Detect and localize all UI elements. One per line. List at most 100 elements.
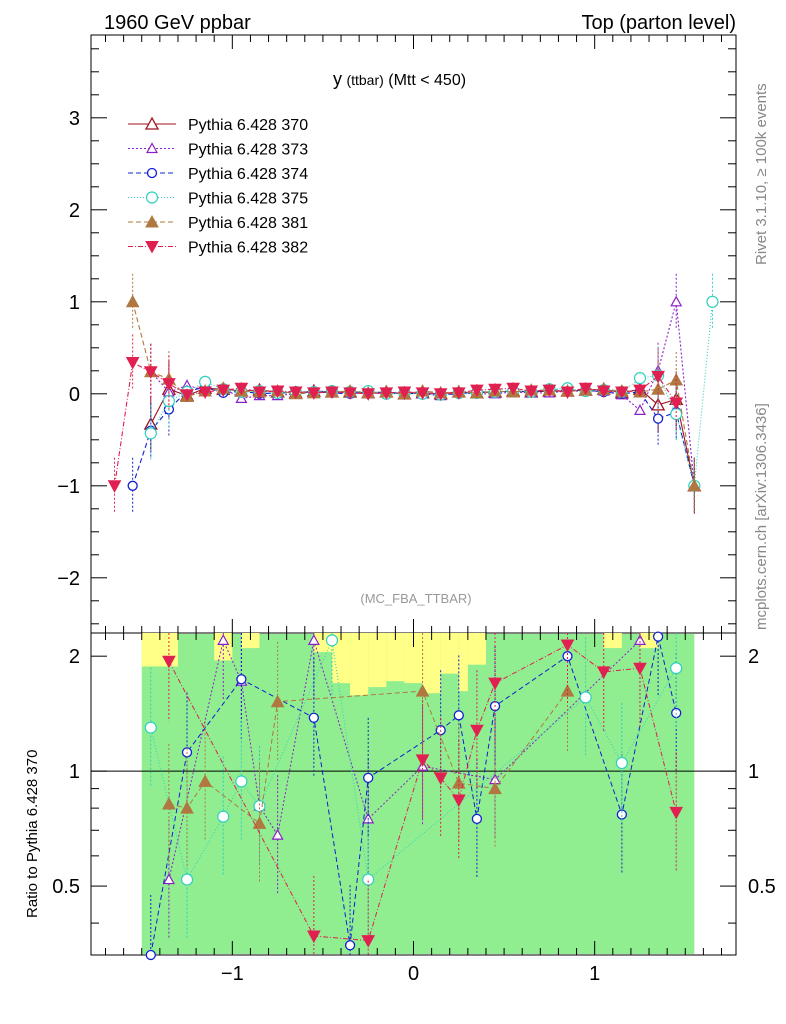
ratio-point [670, 662, 683, 675]
data-point [415, 387, 430, 400]
ratio-ytick-label-left: 0.5 [52, 876, 80, 898]
ratio-point [162, 797, 176, 810]
series-line [150, 387, 695, 486]
ratio-point [217, 810, 230, 823]
data-point [433, 388, 448, 401]
data-point [143, 366, 158, 379]
plot-title: y (ttbar) (Mtt < 450) [333, 69, 466, 89]
legend-entry: Pythia 6.428 370 [128, 116, 308, 134]
data-point [560, 386, 575, 400]
legend-marker [145, 191, 159, 204]
yellow-band [350, 633, 369, 696]
data-point [524, 385, 539, 399]
data-point [234, 382, 249, 396]
data-point [180, 389, 194, 402]
header-right: Top (parton level) [581, 12, 736, 34]
ratio-point [253, 799, 266, 813]
series-5 [107, 334, 684, 514]
ratio-point [451, 794, 466, 808]
data-point [488, 383, 502, 397]
data-point [687, 478, 702, 492]
data-point [127, 480, 138, 491]
data-point [288, 386, 303, 400]
ratio-point [652, 631, 664, 642]
data-point [451, 387, 466, 400]
data-point [252, 386, 267, 400]
yellow-band [386, 633, 405, 682]
data-point [361, 388, 376, 401]
legend-entry: Pythia 6.428 382 [128, 240, 308, 257]
main-ytick-label: 3 [69, 108, 80, 130]
ratio-point [415, 684, 430, 697]
ratio-axis-ticks: 0.5 0.5 1 1 2 2 −1 0 1 [52, 633, 776, 985]
ratio-point [270, 694, 285, 708]
data-point [670, 295, 683, 307]
ratio-point [560, 639, 575, 653]
green-band [141, 634, 695, 954]
ratio-point [198, 774, 212, 787]
legend-label: Pythia 6.428 375 [188, 191, 308, 208]
ratio-ytick-label-right: 0.5 [748, 876, 776, 898]
legend-label: Pythia 6.428 373 [188, 142, 308, 159]
ratio-point [363, 772, 374, 784]
ratio-point [308, 712, 320, 723]
ratio-point [145, 949, 156, 961]
legend-marker [146, 167, 158, 179]
xtick-label: 0 [408, 963, 419, 985]
data-point [125, 357, 140, 370]
data-point [596, 385, 611, 399]
ratio-point [616, 809, 628, 820]
ratio-line [168, 638, 641, 880]
yellow-band [404, 633, 423, 684]
ratio-point [579, 691, 592, 704]
data-point [470, 384, 484, 398]
yellow-band [368, 633, 387, 688]
ratio-plot-area [144, 631, 684, 961]
rivet-label: Rivet 3.1.10, ≥ 100k events [753, 83, 770, 265]
ratio-point [633, 662, 647, 676]
legend-entry: Pythia 6.428 375 [128, 191, 308, 208]
ratio-series-3 [162, 633, 575, 884]
legend-marker [145, 241, 159, 254]
data-point [652, 413, 664, 424]
data-point [343, 387, 357, 400]
yellow-band [241, 633, 260, 649]
xtick-label: 1 [589, 963, 600, 985]
data-point [107, 480, 122, 493]
ratio-point [669, 806, 684, 820]
yellow-band [458, 633, 468, 692]
ratio-ytick-label-left: 2 [69, 646, 80, 668]
yellow-band [440, 633, 459, 674]
ratio-point [325, 634, 339, 647]
legend: Pythia 6.428 370 Pythia 6.428 373 Pythia 6… [128, 116, 308, 257]
yellow-band [603, 633, 622, 649]
ratio-ytick-label-left: 1 [69, 761, 80, 783]
data-point [670, 407, 683, 421]
ratio-point [633, 634, 646, 645]
ratio-point [162, 873, 175, 885]
data-point [615, 386, 629, 400]
legend-label: Pythia 6.428 374 [188, 166, 308, 183]
ratio-ytick-label-right: 2 [748, 646, 759, 668]
ratio-point [307, 930, 321, 944]
ratio-point [615, 756, 628, 770]
ratio-point [162, 655, 176, 669]
ratio-point [180, 873, 194, 886]
ratio-point [271, 828, 284, 840]
yellow-band [467, 633, 486, 665]
ratio-series-4 [162, 633, 684, 955]
ratio-point [344, 940, 356, 951]
data-point [307, 387, 321, 400]
ratio-point [144, 721, 157, 734]
data-point [706, 295, 719, 308]
series-line [150, 301, 713, 486]
main-ytick-label: −1 [57, 476, 80, 498]
yellow-band [422, 633, 441, 694]
data-point [651, 370, 665, 384]
ratio-point [433, 772, 448, 785]
ratio-point [488, 677, 502, 691]
ratio-point [415, 754, 430, 767]
data-point [397, 386, 412, 400]
data-point [633, 404, 646, 415]
